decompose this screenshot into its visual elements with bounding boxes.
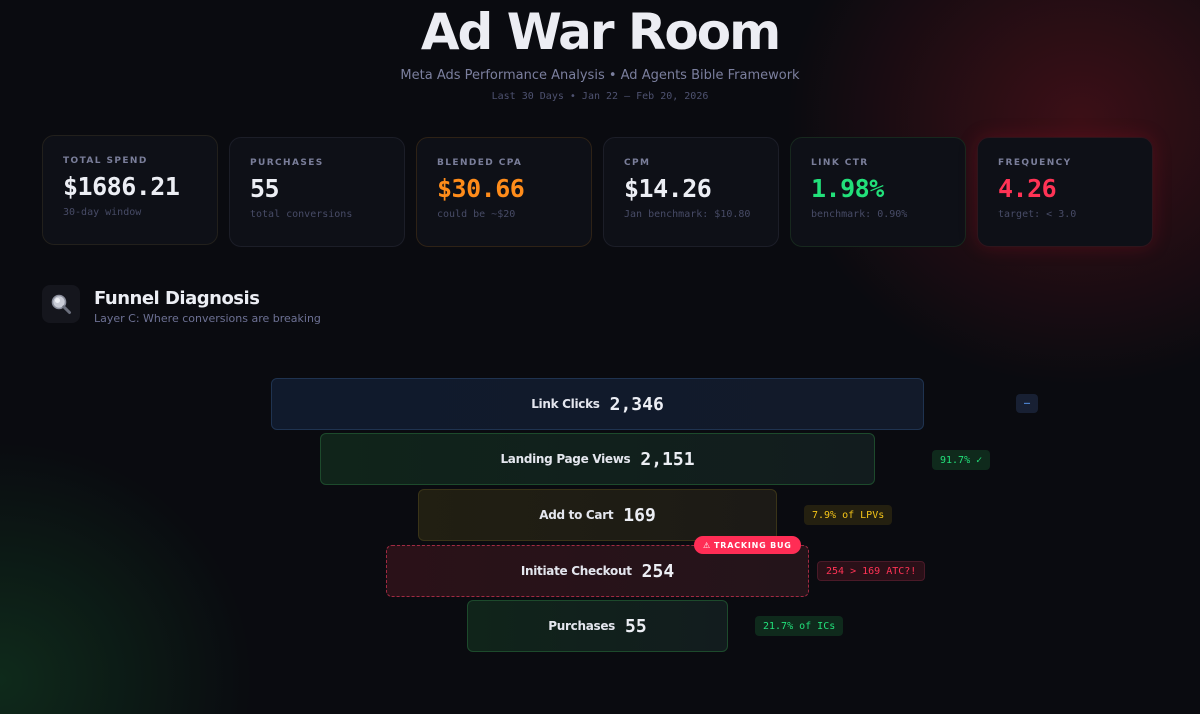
stage-badge-add-to-cart: 7.9% of LPVs [804, 505, 893, 525]
kpi-note: total conversions [250, 209, 353, 220]
kpi-note: could be ~$20 [437, 209, 516, 220]
kpi-card-link-ctr: LINK CTR 1.98% benchmark: 0.90% [790, 137, 966, 247]
funnel-stage-purchases[interactable]: Purchases 55 [467, 600, 728, 652]
warning-icon: ⚠ [703, 540, 711, 550]
stage-name: Add to Cart [539, 508, 614, 522]
stage-value: 169 [623, 504, 656, 526]
kpi-label: FREQUENCY [998, 158, 1072, 168]
magnifier-icon [42, 285, 80, 323]
kpi-note: 30-day window [63, 207, 142, 218]
funnel-stage-link-clicks[interactable]: Link Clicks 2,346 [271, 378, 924, 430]
stage-value: 55 [625, 615, 647, 637]
kpi-label: LINK CTR [811, 158, 869, 168]
kpi-value: $1686.21 [63, 172, 180, 201]
kpi-value: 1.98% [811, 174, 884, 203]
page-subtitle: Meta Ads Performance Analysis • Ad Agent… [400, 68, 800, 83]
kpi-value: 55 [250, 174, 280, 203]
tag-label: TRACKING BUG [713, 540, 792, 550]
kpi-label: CPM [624, 158, 651, 168]
stage-badge-purchases: 21.7% of ICs [755, 616, 844, 636]
stage-name: Landing Page Views [500, 452, 631, 466]
kpi-card-total-spend: TOTAL SPEND $1686.21 30-day window [42, 135, 218, 245]
kpi-note: Jan benchmark: $10.80 [624, 209, 751, 220]
kpi-card-purchases: PURCHASES 55 total conversions [229, 137, 405, 247]
kpi-card-frequency: FREQUENCY 4.26 target: < 3.0 [977, 137, 1153, 247]
kpi-label: BLENDED CPA [437, 158, 523, 168]
date-range: Last 30 Days • Jan 22 – Feb 20, 2026 [491, 91, 709, 102]
kpi-note: benchmark: 0.90% [811, 209, 908, 220]
stage-value: 254 [641, 560, 675, 582]
kpi-card-blended-cpa: BLENDED CPA $30.66 could be ~$20 [416, 137, 592, 247]
stage-badge-landing-page-views: 91.7% ✓ [932, 450, 991, 470]
kpi-note: target: < 3.0 [998, 209, 1077, 220]
kpi-label: PURCHASES [250, 158, 324, 168]
stage-name: Purchases [548, 619, 616, 633]
page-title: Ad War Room [420, 3, 781, 61]
kpi-value: $30.66 [437, 174, 525, 203]
tracking-bug-tag: ⚠ TRACKING BUG [694, 536, 801, 554]
kpi-label: TOTAL SPEND [63, 156, 148, 166]
section-subtitle: Layer C: Where conversions are breaking [94, 312, 321, 325]
kpi-value: $14.26 [624, 174, 712, 203]
stage-badge-link-clicks: – [1016, 394, 1038, 413]
stage-badge-initiate-checkout: 254 > 169 ATC?! [817, 561, 926, 581]
kpi-value: 4.26 [998, 174, 1057, 203]
stage-name: Initiate Checkout [520, 564, 632, 578]
funnel-stage-landing-page-views[interactable]: Landing Page Views 2,151 [320, 433, 875, 485]
kpi-card-cpm: CPM $14.26 Jan benchmark: $10.80 [603, 137, 779, 247]
stage-value: 2,151 [640, 448, 695, 470]
section-title: Funnel Diagnosis [94, 288, 260, 309]
stage-name: Link Clicks [531, 397, 600, 411]
stage-value: 2,346 [609, 393, 664, 415]
funnel-stage-add-to-cart[interactable]: Add to Cart 169 [418, 489, 777, 541]
